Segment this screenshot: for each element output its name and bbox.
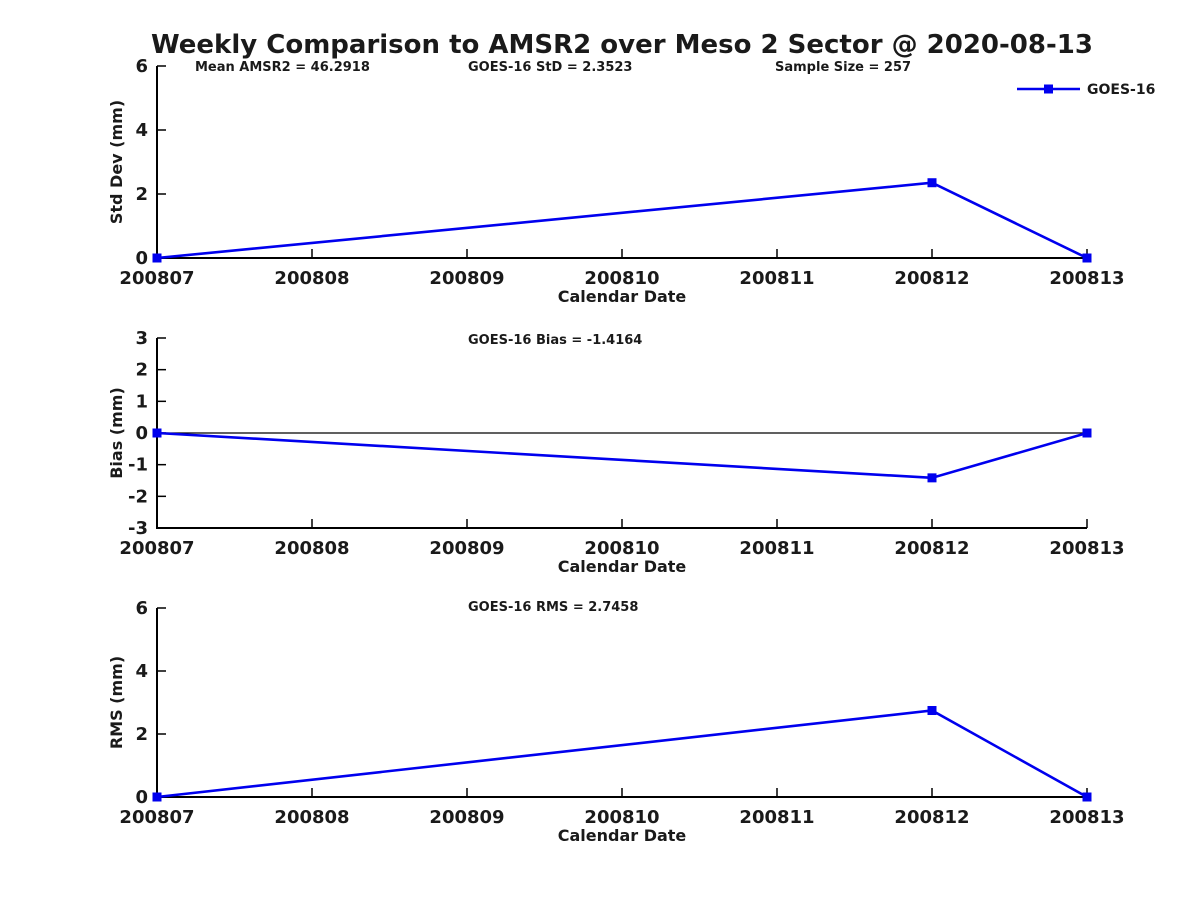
- x-tick-label: 200809: [429, 538, 504, 559]
- y-tick-label: 0: [135, 248, 148, 269]
- x-tick-label: 200807: [119, 538, 194, 559]
- x-tick-label: 200807: [119, 268, 194, 289]
- data-line-goes-16: [156, 431, 1088, 480]
- y-tick-label: 1: [135, 391, 148, 412]
- x-tick-label: 200809: [429, 268, 504, 289]
- x-tick-label: 200810: [584, 807, 659, 828]
- legend-square-marker-icon: [1044, 84, 1053, 94]
- y-tick-label: 2: [135, 360, 148, 381]
- y-tick-label: 2: [135, 184, 148, 205]
- legend: GOES-16: [1017, 82, 1155, 98]
- x-tick-label: 200813: [1049, 538, 1124, 559]
- subplots-group: 200807 200808 200809 200810 200811 200812 2008…: [107, 56, 1125, 845]
- x-axis-title: Calendar Date: [558, 557, 687, 576]
- data-point-marker: [152, 253, 162, 263]
- y-tick-label: 4: [135, 661, 148, 682]
- x-axis-title: Calendar Date: [558, 287, 687, 306]
- subplot-std-dev: 200807 200808 200809 200810 200811 200812 2008…: [107, 56, 1125, 306]
- x-tick-label: 200812: [894, 807, 969, 828]
- data-point-marker: [927, 178, 937, 188]
- data-point-marker: [1082, 428, 1092, 438]
- x-tick-label: 200811: [739, 268, 814, 289]
- data-point-marker: [1082, 792, 1092, 802]
- x-tick-label: 200807: [119, 807, 194, 828]
- data-point-marker: [927, 473, 937, 483]
- x-tick-label: 200808: [274, 807, 349, 828]
- x-tick-label: 200810: [584, 538, 659, 559]
- x-tick-label: 200811: [739, 538, 814, 559]
- x-tick-label: 200813: [1049, 268, 1124, 289]
- subplot-bias: 200807 200808 200809 200810 200811 200812 2008…: [107, 328, 1125, 576]
- stat-annotation: GOES-16 RMS = 2.7458: [468, 600, 638, 615]
- y-tick-label: 2: [135, 724, 148, 745]
- data-line-goes-16: [156, 181, 1088, 260]
- subplot-rms: 200807 200808 200809 200810 200811 200812 2008…: [107, 598, 1125, 845]
- data-point-marker: [927, 706, 937, 716]
- data-point-marker: [1082, 253, 1092, 263]
- y-axis-title: RMS (mm): [107, 656, 126, 749]
- x-tick-label: 200812: [894, 538, 969, 559]
- y-axis-title: Bias (mm): [107, 387, 126, 479]
- x-tick-label: 200810: [584, 268, 659, 289]
- figure-title: Weekly Comparison to AMSR2 over Meso 2 S…: [151, 30, 1093, 60]
- x-tick-label: 200808: [274, 538, 349, 559]
- x-tick-label: 200811: [739, 807, 814, 828]
- stat-annotation: Sample Size = 257: [775, 60, 911, 75]
- y-tick-label: 6: [135, 56, 148, 77]
- x-tick-label: 200812: [894, 268, 969, 289]
- data-line-goes-16: [156, 709, 1088, 799]
- y-tick-label: 0: [135, 787, 148, 808]
- y-tick-label: 6: [135, 598, 148, 619]
- stat-annotation: Mean AMSR2 = 46.2918: [195, 60, 370, 75]
- stat-annotation: GOES-16 Bias = -1.4164: [468, 333, 642, 348]
- stat-annotation: GOES-16 StD = 2.3523: [468, 60, 632, 75]
- y-tick-label: 4: [135, 120, 148, 141]
- y-axis-title: Std Dev (mm): [107, 100, 126, 224]
- data-point-marker: [152, 792, 162, 802]
- y-tick-label: -1: [128, 455, 148, 476]
- data-point-marker: [152, 428, 162, 438]
- x-tick-label: 200813: [1049, 807, 1124, 828]
- y-tick-label: -3: [128, 518, 148, 539]
- y-tick-label: -2: [128, 486, 148, 507]
- y-tick-label: 0: [135, 423, 148, 444]
- x-axis-title: Calendar Date: [558, 826, 687, 845]
- x-tick-label: 200809: [429, 807, 504, 828]
- y-tick-label: 3: [135, 328, 148, 349]
- legend-label: GOES-16: [1087, 82, 1155, 98]
- x-tick-label: 200808: [274, 268, 349, 289]
